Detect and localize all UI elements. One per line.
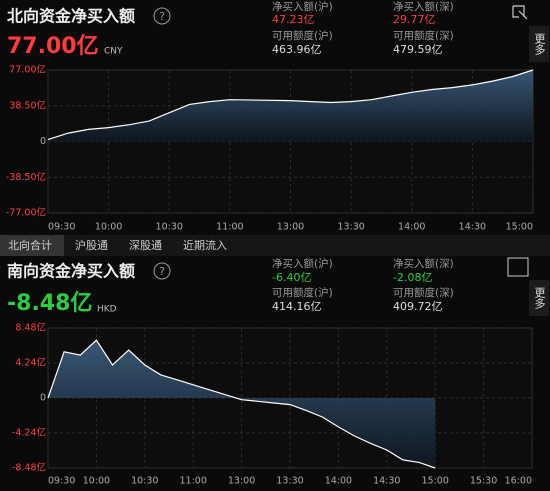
x-tick-label: 10:00 <box>83 476 110 487</box>
y-tick-label: 8.48亿 <box>15 322 46 334</box>
help-mark: ? <box>159 265 165 278</box>
amount: 77.00亿 <box>7 34 99 59</box>
tab[interactable]: 沪股通 <box>75 238 108 252</box>
x-tick-label: 16:00 <box>505 476 532 487</box>
more-button[interactable] <box>529 280 549 316</box>
x-tick-label: 11:00 <box>216 222 243 233</box>
x-tick-label: 10:00 <box>95 222 122 233</box>
stat-label: 净买入额(深) <box>393 257 454 270</box>
stat-value: 463.96亿 <box>272 43 322 56</box>
x-tick-label: 10:30 <box>156 222 183 233</box>
y-tick-label: -8.48亿 <box>12 462 46 474</box>
x-tick-label: 14:00 <box>325 476 352 487</box>
tab-selected[interactable] <box>0 235 64 256</box>
exit-icon[interactable] <box>512 5 528 20</box>
tab[interactable]: 北向合计 <box>8 238 52 252</box>
stat-label: 可用额度(沪) <box>272 286 333 299</box>
x-tick-label: 15:00 <box>422 476 449 487</box>
x-tick-label: 15:30 <box>470 476 497 487</box>
area <box>48 340 436 468</box>
x-tick-label: 13:30 <box>276 476 303 487</box>
stat-value: 479.59亿 <box>393 43 443 56</box>
x-tick-label: 13:30 <box>337 222 364 233</box>
stat-label: 可用额度(沪) <box>272 29 333 42</box>
stat-label: 净买入额(沪) <box>272 257 333 270</box>
currency: HKD <box>97 305 117 315</box>
area <box>48 70 533 142</box>
stat-value: -2.08亿 <box>393 271 432 284</box>
y-tick-label: -4.24亿 <box>12 427 46 439</box>
help-mark: ? <box>159 10 165 23</box>
y-tick-label: 4.24亿 <box>15 357 46 369</box>
y-tick-label: -77.00亿 <box>6 207 46 219</box>
y-tick-label: 0 <box>40 393 46 404</box>
tab[interactable]: 深股通 <box>129 239 162 252</box>
stat-value: -6.40亿 <box>272 271 311 284</box>
stat-label: 可用额度(深) <box>393 286 454 299</box>
y-tick-label: 38.50亿 <box>9 99 46 111</box>
stat-value: 414.16亿 <box>272 300 322 313</box>
panel-title: 南向资金净买入额 <box>7 262 135 281</box>
help-icon[interactable] <box>153 262 171 280</box>
x-tick-label: 13:00 <box>228 476 255 487</box>
panel-title: 北向资金净买入额 <box>7 7 135 26</box>
tab[interactable]: 近期流入 <box>183 238 227 252</box>
x-tick-label: 13:00 <box>277 222 304 233</box>
x-tick-label: 09:30 <box>48 476 75 487</box>
stat-label: 可用额度(深) <box>393 29 454 42</box>
x-tick-label: 15:00 <box>506 222 533 233</box>
x-tick-label: 11:00 <box>180 476 207 487</box>
amount: -8.48亿 <box>7 291 92 316</box>
x-tick-label: 09:30 <box>48 222 75 233</box>
more-text: 更多 <box>533 33 546 56</box>
more-button[interactable] <box>529 26 549 62</box>
stat-label: 净买入额(沪) <box>272 0 333 13</box>
x-tick-label: 14:00 <box>398 222 425 233</box>
stat-value: 409.72亿 <box>393 300 443 313</box>
stat-label: 净买入额(深) <box>393 0 454 13</box>
y-tick-label: -38.50亿 <box>6 171 46 183</box>
expand-icon[interactable] <box>507 257 529 277</box>
stat-value: 47.23亿 <box>272 13 315 26</box>
help-icon[interactable] <box>153 7 171 25</box>
stat-value: 29.77亿 <box>393 13 436 26</box>
tab-bar <box>0 235 550 256</box>
line <box>47 339 436 469</box>
x-tick-label: 14:30 <box>459 222 486 233</box>
more-text: 更多 <box>533 287 546 310</box>
line <box>47 69 534 141</box>
y-tick-label: 77.00亿 <box>9 64 46 76</box>
y-tick-label: 0 <box>40 136 46 147</box>
x-tick-label: 10:30 <box>131 476 158 487</box>
x-tick-label: 14:30 <box>373 476 400 487</box>
currency: CNY <box>104 47 123 57</box>
